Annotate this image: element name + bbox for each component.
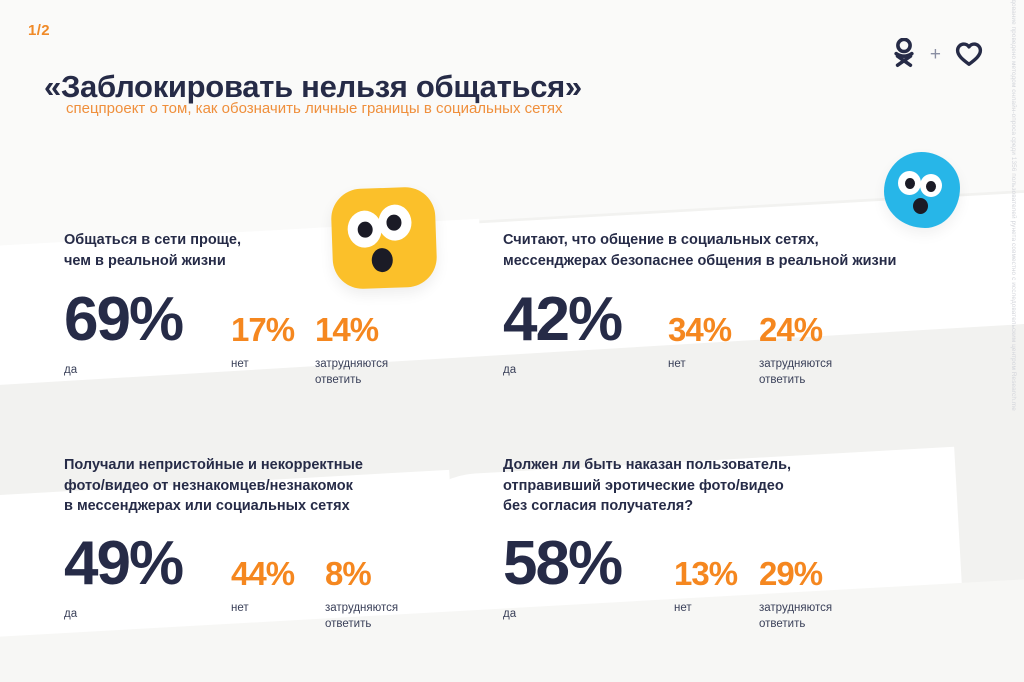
stat-value: 13% [674, 554, 738, 592]
logo-group: + [891, 37, 984, 73]
stat-block-heading: Должен ли быть наказан пользователь, отп… [503, 457, 792, 515]
stat-block-heading: Получали непристойные и некорректные фот… [64, 457, 363, 515]
page-title: «Заблокировать нельзя общаться» [44, 68, 582, 104]
stat-label: да [503, 607, 517, 620]
stat-value: 29% [759, 554, 823, 592]
stat-yes: 69% да [64, 285, 184, 379]
stat-yes: 58% да [503, 528, 623, 623]
page-subtitle: спецпроект о том, как обозначить личные … [66, 100, 563, 117]
stat-row: 49% да 44% нет 8% затрудняются ответить [64, 528, 484, 629]
stat-value: 14% [315, 311, 379, 349]
stat-block-heading: Считают, что общение в социальных сетях,… [503, 232, 897, 269]
emoji-mouth [371, 247, 394, 273]
odnoklassniki-icon [891, 37, 917, 73]
stat-value: 58% [503, 528, 623, 598]
stat-value: 34% [668, 311, 732, 349]
stat-label: да [503, 364, 517, 377]
stat-no: 17% нет [231, 311, 295, 373]
stat-row: 42% да 34% нет 24% затрудняются ответить [503, 285, 963, 386]
stat-value: 69% [64, 285, 184, 355]
stat-label: затрудняются ответить [759, 358, 833, 387]
stat-block-heading: Общаться в сети проще, чем в реальной жи… [64, 232, 242, 269]
stat-yes: 42% да [503, 285, 623, 379]
stat-value: 49% [64, 528, 184, 598]
stat-label: затрудняются ответить [325, 601, 399, 630]
stat-label: нет [231, 358, 249, 371]
plus-icon: + [929, 44, 941, 65]
stat-block-4: Должен ли быть наказан пользователь, отп… [503, 455, 923, 630]
methodology-footnote: *Исследование проведено методом онлайн-о… [1010, 0, 1017, 411]
stat-label: нет [231, 601, 249, 614]
stat-block-3: Получали непристойные и некорректные фот… [64, 455, 484, 630]
stat-no: 34% нет [668, 311, 732, 373]
heart-icon [954, 40, 984, 72]
stat-row: 58% да 13% нет 29% затрудняются ответить [503, 528, 923, 629]
surprised-face-blue-icon [884, 152, 960, 228]
stat-label: нет [674, 601, 692, 614]
stat-row: 69% да 17% нет 14% затрудняются ответить [64, 285, 388, 386]
stat-value: 8% [325, 554, 372, 592]
emoji-mouth [913, 198, 928, 214]
stat-no: 13% нет [674, 554, 738, 617]
stat-undecided: 29% затрудняются ответить [759, 557, 832, 633]
stat-undecided: 8% затрудняются ответить [325, 557, 398, 633]
stat-value: 44% [231, 554, 295, 592]
stat-label: затрудняются ответить [315, 358, 389, 387]
stat-label: нет [668, 358, 686, 371]
stat-no: 44% нет [231, 554, 295, 617]
stat-yes: 49% да [64, 528, 184, 623]
stat-value: 42% [503, 285, 623, 355]
stat-label: затрудняются ответить [759, 601, 833, 630]
stat-block-2: Считают, что общение в социальных сетях,… [503, 230, 963, 386]
stat-label: да [64, 364, 78, 377]
stat-value: 17% [231, 311, 295, 349]
stat-undecided: 24% затрудняются ответить [759, 313, 832, 389]
stat-value: 24% [759, 311, 823, 349]
stat-label: да [64, 607, 78, 620]
emoji-pupil-left [905, 178, 915, 189]
stat-block-1: Общаться в сети проще, чем в реальной жи… [64, 230, 388, 386]
stat-undecided: 14% затрудняются ответить [315, 313, 388, 389]
page-indicator: 1/2 [28, 22, 51, 39]
emoji-pupil-right [926, 181, 936, 192]
